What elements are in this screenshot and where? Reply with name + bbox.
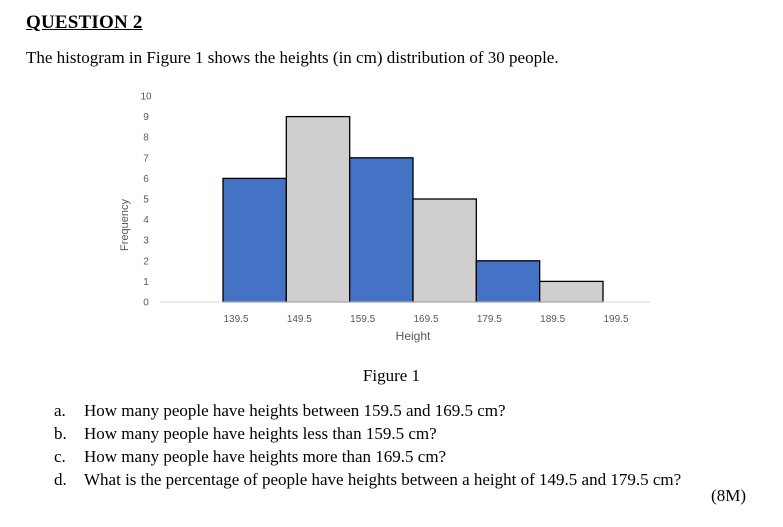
histogram-bar xyxy=(285,115,351,303)
y-tick-label: 9 xyxy=(143,112,149,123)
question-text: How many people have heights less than 1… xyxy=(84,424,437,443)
histogram-bar xyxy=(539,280,604,303)
x-tick-label: 189.5 xyxy=(540,314,565,325)
y-axis-ticks: 0 1 2 3 4 5 6 7 8 9 10 xyxy=(140,92,152,309)
histogram-bar xyxy=(412,198,477,303)
histogram-chart: 0 1 2 3 4 5 6 7 8 9 10 139.5 149.5 159.5 169.5 179.5 18… xyxy=(119,92,650,343)
question-item-c: c. How many people have heights more than… xyxy=(54,445,681,468)
x-axis-ticks: 139.5 149.5 159.5 169.5 179.5 189.5 199.5 xyxy=(223,314,628,325)
histogram-bar xyxy=(349,157,414,303)
y-tick-label: 2 xyxy=(143,256,149,267)
y-tick-label: 7 xyxy=(143,153,149,164)
histogram-bars xyxy=(222,115,604,303)
question-intro: The histogram in Figure 1 shows the heig… xyxy=(26,48,559,67)
x-tick-label: 149.5 xyxy=(287,314,312,325)
x-tick-label: 179.5 xyxy=(477,314,502,325)
x-tick-label: 139.5 xyxy=(223,314,248,325)
y-tick-label: 3 xyxy=(143,236,149,247)
question-letter: d. xyxy=(54,470,67,489)
figure-caption: Figure 1 xyxy=(362,366,421,385)
x-axis-label: Height xyxy=(396,329,431,343)
y-tick-label: 4 xyxy=(143,215,149,226)
x-tick-label: 199.5 xyxy=(603,314,628,325)
marks-label: (8M) xyxy=(711,486,746,505)
x-tick-label: 159.5 xyxy=(350,314,375,325)
question-item-d: d. What is the percentage of people have … xyxy=(54,468,681,491)
y-tick-label: 1 xyxy=(143,277,149,288)
histogram-bar xyxy=(475,260,541,303)
question-text: How many people have heights more than 1… xyxy=(84,447,447,466)
question-text: What is the percentage of people have he… xyxy=(84,470,682,489)
question-letter: c. xyxy=(54,447,66,466)
question-text: How many people have heights between 159… xyxy=(84,401,506,420)
question-item-a: a. How many people have heights between 1… xyxy=(54,399,681,422)
x-tick-label: 169.5 xyxy=(413,314,438,325)
y-tick-label: 5 xyxy=(143,195,149,206)
question-letter: a. xyxy=(54,401,66,420)
y-tick-label: 10 xyxy=(140,92,152,103)
question-letter: b. xyxy=(54,424,67,443)
question-item-b: b. How many people have heights less than… xyxy=(54,422,681,445)
y-tick-label: 8 xyxy=(143,133,149,144)
y-tick-label: 6 xyxy=(143,174,149,185)
y-tick-label: 0 xyxy=(143,298,149,309)
histogram-bar xyxy=(222,177,287,303)
y-axis-label: Frequency xyxy=(119,199,131,251)
question-list: a. How many people have heights between 1… xyxy=(54,399,681,491)
question-heading: QUESTION 2 xyxy=(26,12,143,33)
